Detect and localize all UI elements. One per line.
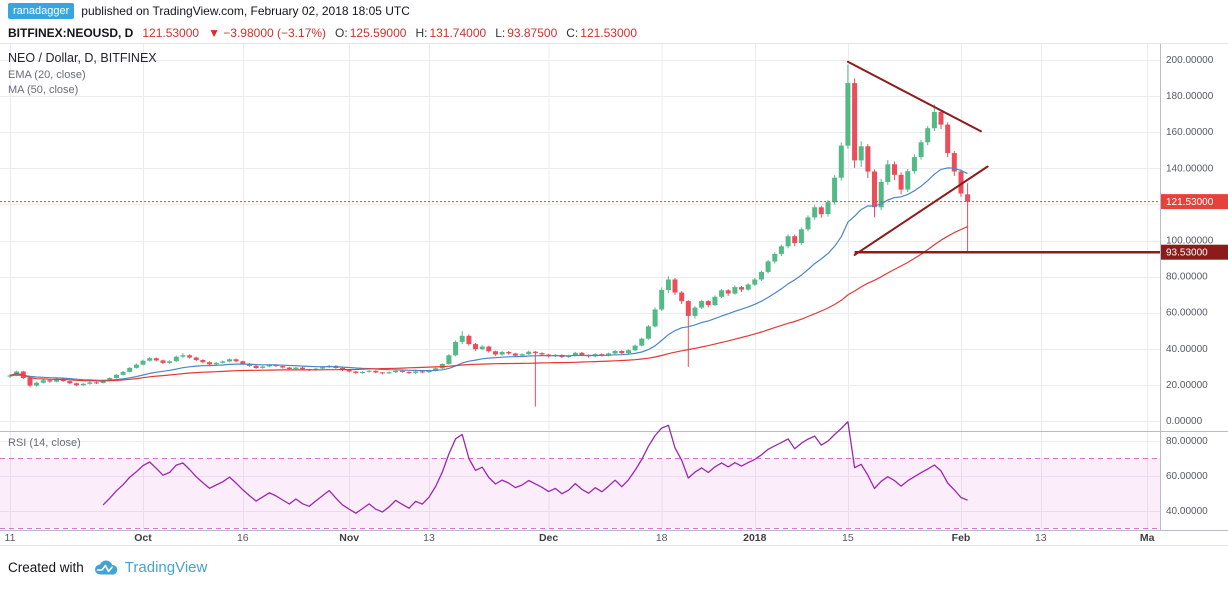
svg-text:Nov: Nov [339, 532, 359, 544]
tradingview-brand-link[interactable]: TradingView [93, 559, 208, 576]
close-value: C: 121.53000 [566, 26, 637, 40]
symbol-status-bar: BITFINEX:NEOUSD, D 121.53000 ▼ −3.98000 … [0, 22, 1228, 44]
svg-text:80.00000: 80.00000 [1166, 272, 1208, 283]
close-number: 121.53000 [580, 25, 637, 40]
svg-text:100.00000: 100.00000 [1166, 236, 1214, 247]
publish-header: ranadagger published on TradingView.com,… [0, 0, 1228, 22]
svg-text:13: 13 [1035, 532, 1047, 544]
svg-text:11: 11 [5, 532, 16, 544]
tradingview-logo-icon [94, 560, 118, 575]
svg-text:18: 18 [656, 532, 668, 544]
low-label: L: [495, 25, 506, 40]
svg-text:16: 16 [237, 532, 249, 544]
svg-text:0.00000: 0.00000 [1166, 416, 1203, 427]
open-value: O: 125.59000 [335, 26, 406, 40]
svg-text:140.00000: 140.00000 [1166, 163, 1214, 174]
high-value: H: 131.74000 [415, 26, 486, 40]
price-change: ▼ −3.98000 (−3.17%) [208, 25, 327, 40]
footer-bar: Created with TradingView [0, 545, 1228, 589]
high-label: H: [415, 25, 428, 40]
last-price: 121.53000 [142, 25, 200, 40]
username-badge[interactable]: ranadagger [8, 3, 75, 19]
open-number: 125.59000 [349, 25, 407, 40]
svg-text:13: 13 [423, 532, 435, 544]
svg-text:60.00000: 60.00000 [1166, 471, 1208, 482]
chart-area: 0.00000 20.00000 40.00000 60.00000 80.00000 1… [0, 44, 1228, 545]
svg-text:20.00000: 20.00000 [1166, 380, 1208, 391]
svg-text:180.00000: 180.00000 [1166, 91, 1214, 102]
svg-text:Feb: Feb [952, 532, 971, 544]
svg-text:121.53000: 121.53000 [1166, 197, 1214, 208]
svg-text:93.53000: 93.53000 [1166, 248, 1208, 259]
svg-text:40.00000: 40.00000 [1166, 344, 1208, 355]
svg-text:Oct: Oct [134, 532, 152, 544]
svg-text:200.00000: 200.00000 [1166, 55, 1214, 66]
low-value: L: 93.87500 [495, 26, 557, 40]
svg-text:160.00000: 160.00000 [1166, 127, 1214, 138]
open-label: O: [335, 25, 348, 40]
svg-text:80.00000: 80.00000 [1166, 436, 1208, 447]
low-number: 93.87500 [507, 25, 558, 40]
svg-text:15: 15 [842, 532, 854, 544]
created-with-text: Created with [8, 560, 84, 575]
symbol-name: BITFINEX:NEOUSD, D [8, 25, 134, 40]
svg-text:Dec: Dec [539, 532, 558, 544]
chart-canvas[interactable]: 0.00000 20.00000 40.00000 60.00000 80.00000 1… [0, 44, 1228, 545]
svg-text:40.00000: 40.00000 [1166, 506, 1208, 517]
close-label: C: [566, 25, 579, 40]
tradingview-wordmark: TradingView [124, 559, 208, 576]
publish-text: published on TradingView.com, February 0… [81, 4, 410, 18]
svg-text:60.00000: 60.00000 [1166, 308, 1208, 319]
high-number: 131.74000 [429, 25, 487, 40]
svg-text:2018: 2018 [743, 532, 767, 544]
svg-text:Ma: Ma [1140, 532, 1155, 544]
